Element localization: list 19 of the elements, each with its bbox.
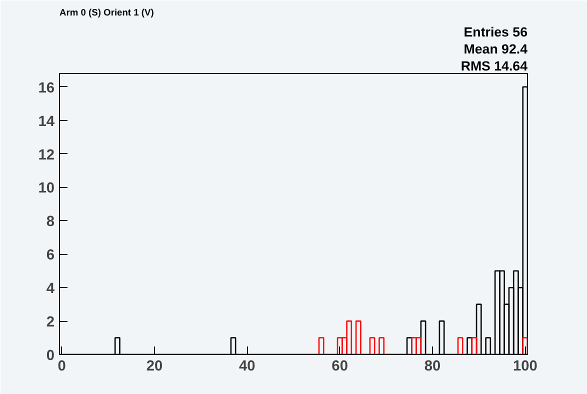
y-tick-label: 6 (46, 248, 55, 264)
y-tick-label: 0 (46, 348, 55, 364)
text: Mean 92.4 (464, 42, 528, 56)
x-tick-label: 60 (332, 358, 348, 374)
annotation: RMS 14.64 (460, 58, 528, 74)
x-tick-label: 100 (512, 358, 538, 374)
y-tick-label: 4 (46, 281, 56, 298)
x-tick-label: 0 (58, 358, 66, 374)
y-tick-label: 8 (46, 214, 55, 230)
y-tick-label: 12 (38, 147, 55, 164)
x-tick-label: 40 (239, 358, 256, 374)
chart-title: Arm 0 (S) Orient 1 (V) (60, 8, 154, 18)
y-tick-label: 10 (38, 180, 55, 197)
y-tick-label: 16 (38, 80, 55, 96)
y-tick-label: 14 (38, 114, 56, 130)
x-tick-label: 20 (146, 358, 163, 374)
x-tick-label: 80 (424, 358, 441, 374)
text: Entries 56 (464, 24, 528, 40)
y-tick-label: 2 (46, 314, 55, 331)
